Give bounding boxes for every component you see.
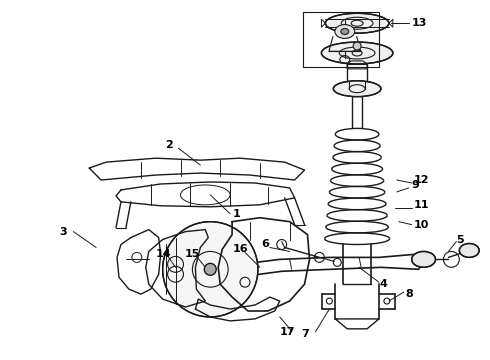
Ellipse shape — [341, 28, 349, 35]
Ellipse shape — [335, 24, 355, 39]
Text: 10: 10 — [414, 220, 429, 230]
Circle shape — [204, 264, 216, 275]
Ellipse shape — [321, 42, 393, 64]
Text: 9: 9 — [412, 180, 419, 190]
Text: 7: 7 — [302, 329, 309, 339]
Text: 17: 17 — [280, 327, 295, 337]
Text: 8: 8 — [406, 289, 414, 299]
Text: 3: 3 — [60, 226, 67, 237]
Text: 16: 16 — [232, 244, 248, 255]
Text: 6: 6 — [261, 239, 269, 249]
Ellipse shape — [353, 42, 361, 50]
Text: 12: 12 — [414, 175, 429, 185]
Text: 11: 11 — [414, 200, 429, 210]
Ellipse shape — [459, 243, 479, 257]
Circle shape — [163, 222, 258, 317]
Text: 13: 13 — [412, 18, 427, 28]
Text: 1: 1 — [233, 209, 241, 219]
Text: 15: 15 — [185, 249, 200, 260]
Ellipse shape — [333, 81, 381, 96]
Text: 5: 5 — [457, 234, 464, 244]
Ellipse shape — [325, 13, 389, 33]
Text: 2: 2 — [165, 140, 172, 150]
Text: 14: 14 — [156, 249, 171, 260]
Bar — [303, 12, 379, 67]
Ellipse shape — [412, 251, 436, 267]
Text: 4: 4 — [380, 279, 388, 289]
